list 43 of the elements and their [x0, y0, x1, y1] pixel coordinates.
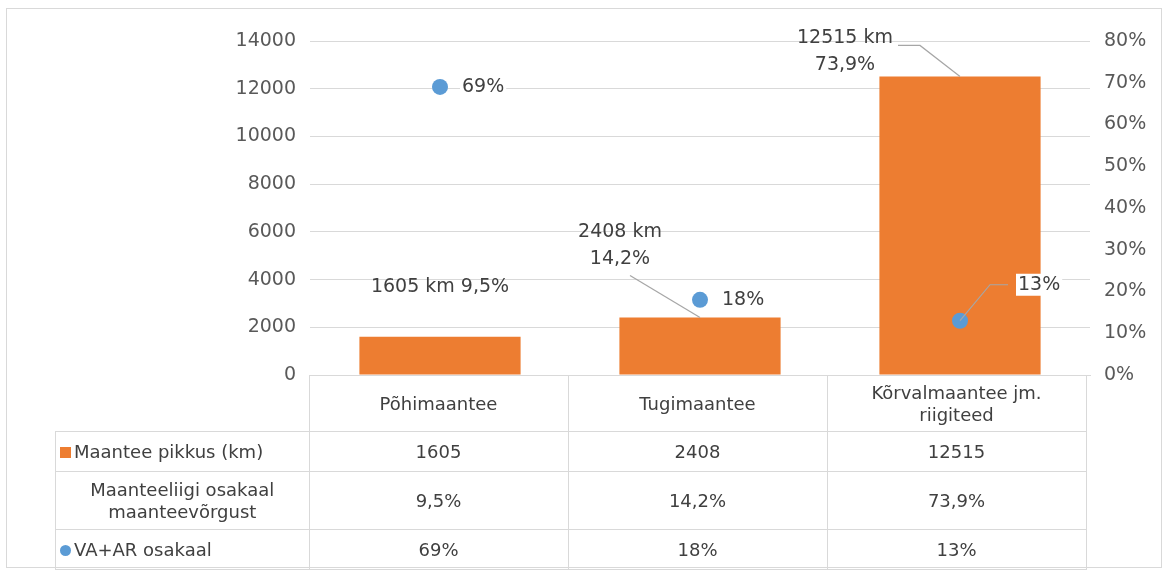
- y2-tick-label: 0%: [1104, 361, 1135, 384]
- data-label: 12515: [827, 431, 1086, 472]
- annotation: 12515 km 73,9%: [796, 24, 894, 77]
- legend-label: VA+AR osakaal: [73, 538, 212, 560]
- bar: [619, 317, 781, 375]
- annotation: 1605 km 9,5%: [370, 272, 510, 298]
- data-label: 13%: [827, 529, 1086, 570]
- text: Maanteeliigi osakaal maanteevõrgust: [55, 471, 309, 530]
- y-tick-label: 0: [283, 361, 296, 384]
- bar: [359, 336, 521, 375]
- point: [432, 78, 448, 95]
- text: 69%: [462, 73, 505, 96]
- point: [692, 291, 708, 308]
- data-label: 69%: [309, 529, 568, 570]
- y2-tick-label: 40%: [1104, 194, 1147, 217]
- text: 73,9%: [827, 471, 1086, 530]
- y2-tick-label: 70%: [1104, 69, 1147, 92]
- x-tick-label: Kõrvalmaantee jm. riigiteed: [827, 375, 1086, 432]
- y2-tick-label: 20%: [1104, 278, 1147, 301]
- annotation: 2408 km 14,2%: [577, 217, 663, 270]
- y-tick-label: 12000: [235, 75, 296, 98]
- text: 14,2%: [568, 471, 827, 530]
- data-label: 18%: [568, 529, 827, 570]
- text: 13%: [1018, 271, 1061, 294]
- y-tick-label: 10000: [235, 123, 296, 146]
- y2-tick-label: 60%: [1104, 111, 1147, 134]
- y-tick-label: 4000: [247, 266, 296, 289]
- x-tick-label: Tugimaantee: [568, 375, 827, 432]
- y2-tick-label: 80%: [1104, 27, 1147, 50]
- y-tick-label: 14000: [235, 27, 296, 50]
- data-label: 2408: [568, 431, 827, 472]
- text: 18%: [722, 286, 765, 309]
- y2-tick-label: 10%: [1104, 320, 1147, 343]
- y-tick-label: 6000: [247, 218, 296, 241]
- legend-label: Maantee pikkus (km): [73, 440, 264, 462]
- data-label: 1605: [309, 431, 568, 472]
- point: [952, 312, 968, 329]
- y2-tick-label: 30%: [1104, 236, 1147, 259]
- y2-tick-label: 50%: [1104, 153, 1147, 176]
- text: 9,5%: [309, 471, 568, 530]
- x-tick-label: Põhimaantee: [309, 375, 568, 432]
- y-tick-label: 8000: [247, 171, 296, 194]
- y-tick-label: 2000: [247, 314, 296, 337]
